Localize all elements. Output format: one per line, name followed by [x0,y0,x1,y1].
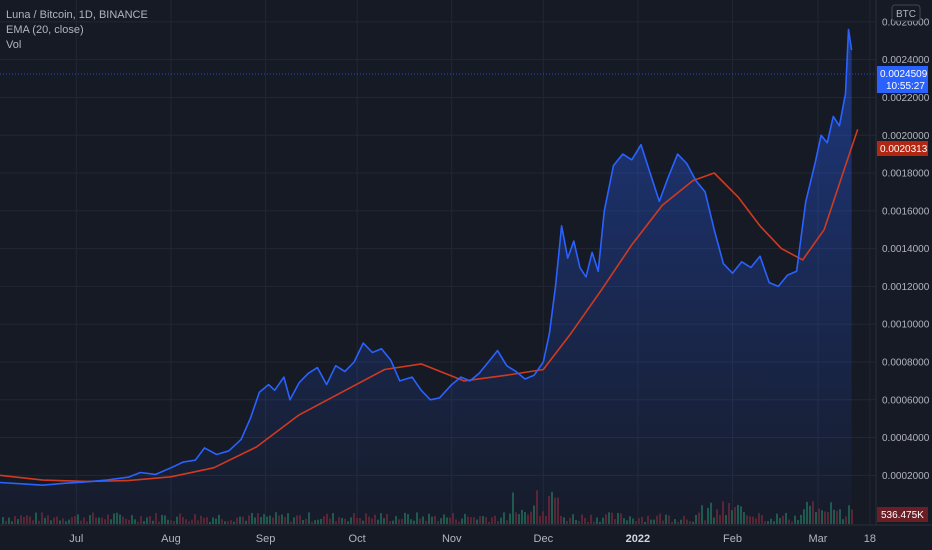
ema-badge: 0.0020313 [877,141,928,156]
y-tick-label: 0.0014000 [882,244,930,255]
price-badge-value: 0.0024509 [880,69,928,80]
price-area [0,29,852,525]
series-lines [0,28,859,487]
x-tick-label: 18 [864,533,876,545]
x-tick-label: Nov [442,533,462,545]
ema-line [0,129,859,483]
x-tick-label: 2022 [626,533,650,545]
volume-bar [851,509,853,524]
y-tick-label: 0.0020000 [882,131,930,142]
volume-badge-value: 536.475K [881,510,924,521]
currency-text: BTC [896,9,916,20]
x-tick-label: Jul [69,533,83,545]
x-tick-label: Feb [723,533,742,545]
legend: Luna / Bitcoin, 1D, BINANCE EMA (20, clo… [6,9,148,51]
x-tick-label: Oct [349,533,366,545]
ema-badge-box [877,141,928,156]
price-badge-box [877,66,928,93]
y-axis-ticks: 0.0002000 0.0004000 0.0006000 0.0008000 0.00… [882,17,930,481]
y-tick-label: 0.0024000 [882,55,930,66]
y-tick-label: 0.0018000 [882,169,930,180]
price-badge: 0.0024509 10:55:27 [877,66,928,93]
y-tick-label: 0.0006000 [882,395,930,406]
legend-symbol[interactable]: Luna / Bitcoin, 1D, BINANCE [6,9,148,21]
currency-label[interactable]: BTC [891,4,921,22]
volume-badge: 536.475K [877,507,928,522]
x-axis-ticks: Jul Aug Sep Oct Nov Dec 2022 Feb Mar 18 [69,533,876,545]
x-tick-label: Sep [256,533,276,545]
volume-badge-box [877,507,928,522]
y-tick-label: 0.0008000 [882,357,930,368]
ema-badge-value: 0.0020313 [880,144,928,155]
legend-ema[interactable]: EMA (20, close) [6,24,84,36]
countdown-value: 10:55:27 [886,81,925,92]
price-area-fill [0,29,852,525]
x-tick-label: Dec [534,533,554,545]
y-tick-label: 0.0026000 [882,17,930,28]
y-tick-label: 0.0012000 [882,282,930,293]
legend-volume[interactable]: Vol [6,39,21,51]
y-tick-label: 0.0002000 [882,471,930,482]
y-tick-label: 0.0004000 [882,433,930,444]
price-line [0,28,853,487]
y-tick-label: 0.0010000 [882,320,930,331]
x-tick-label: Mar [809,533,828,545]
currency-box [891,4,921,22]
y-tick-label: 0.0022000 [882,93,930,104]
x-tick-label: Aug [161,533,181,545]
y-tick-label: 0.0016000 [882,206,930,217]
